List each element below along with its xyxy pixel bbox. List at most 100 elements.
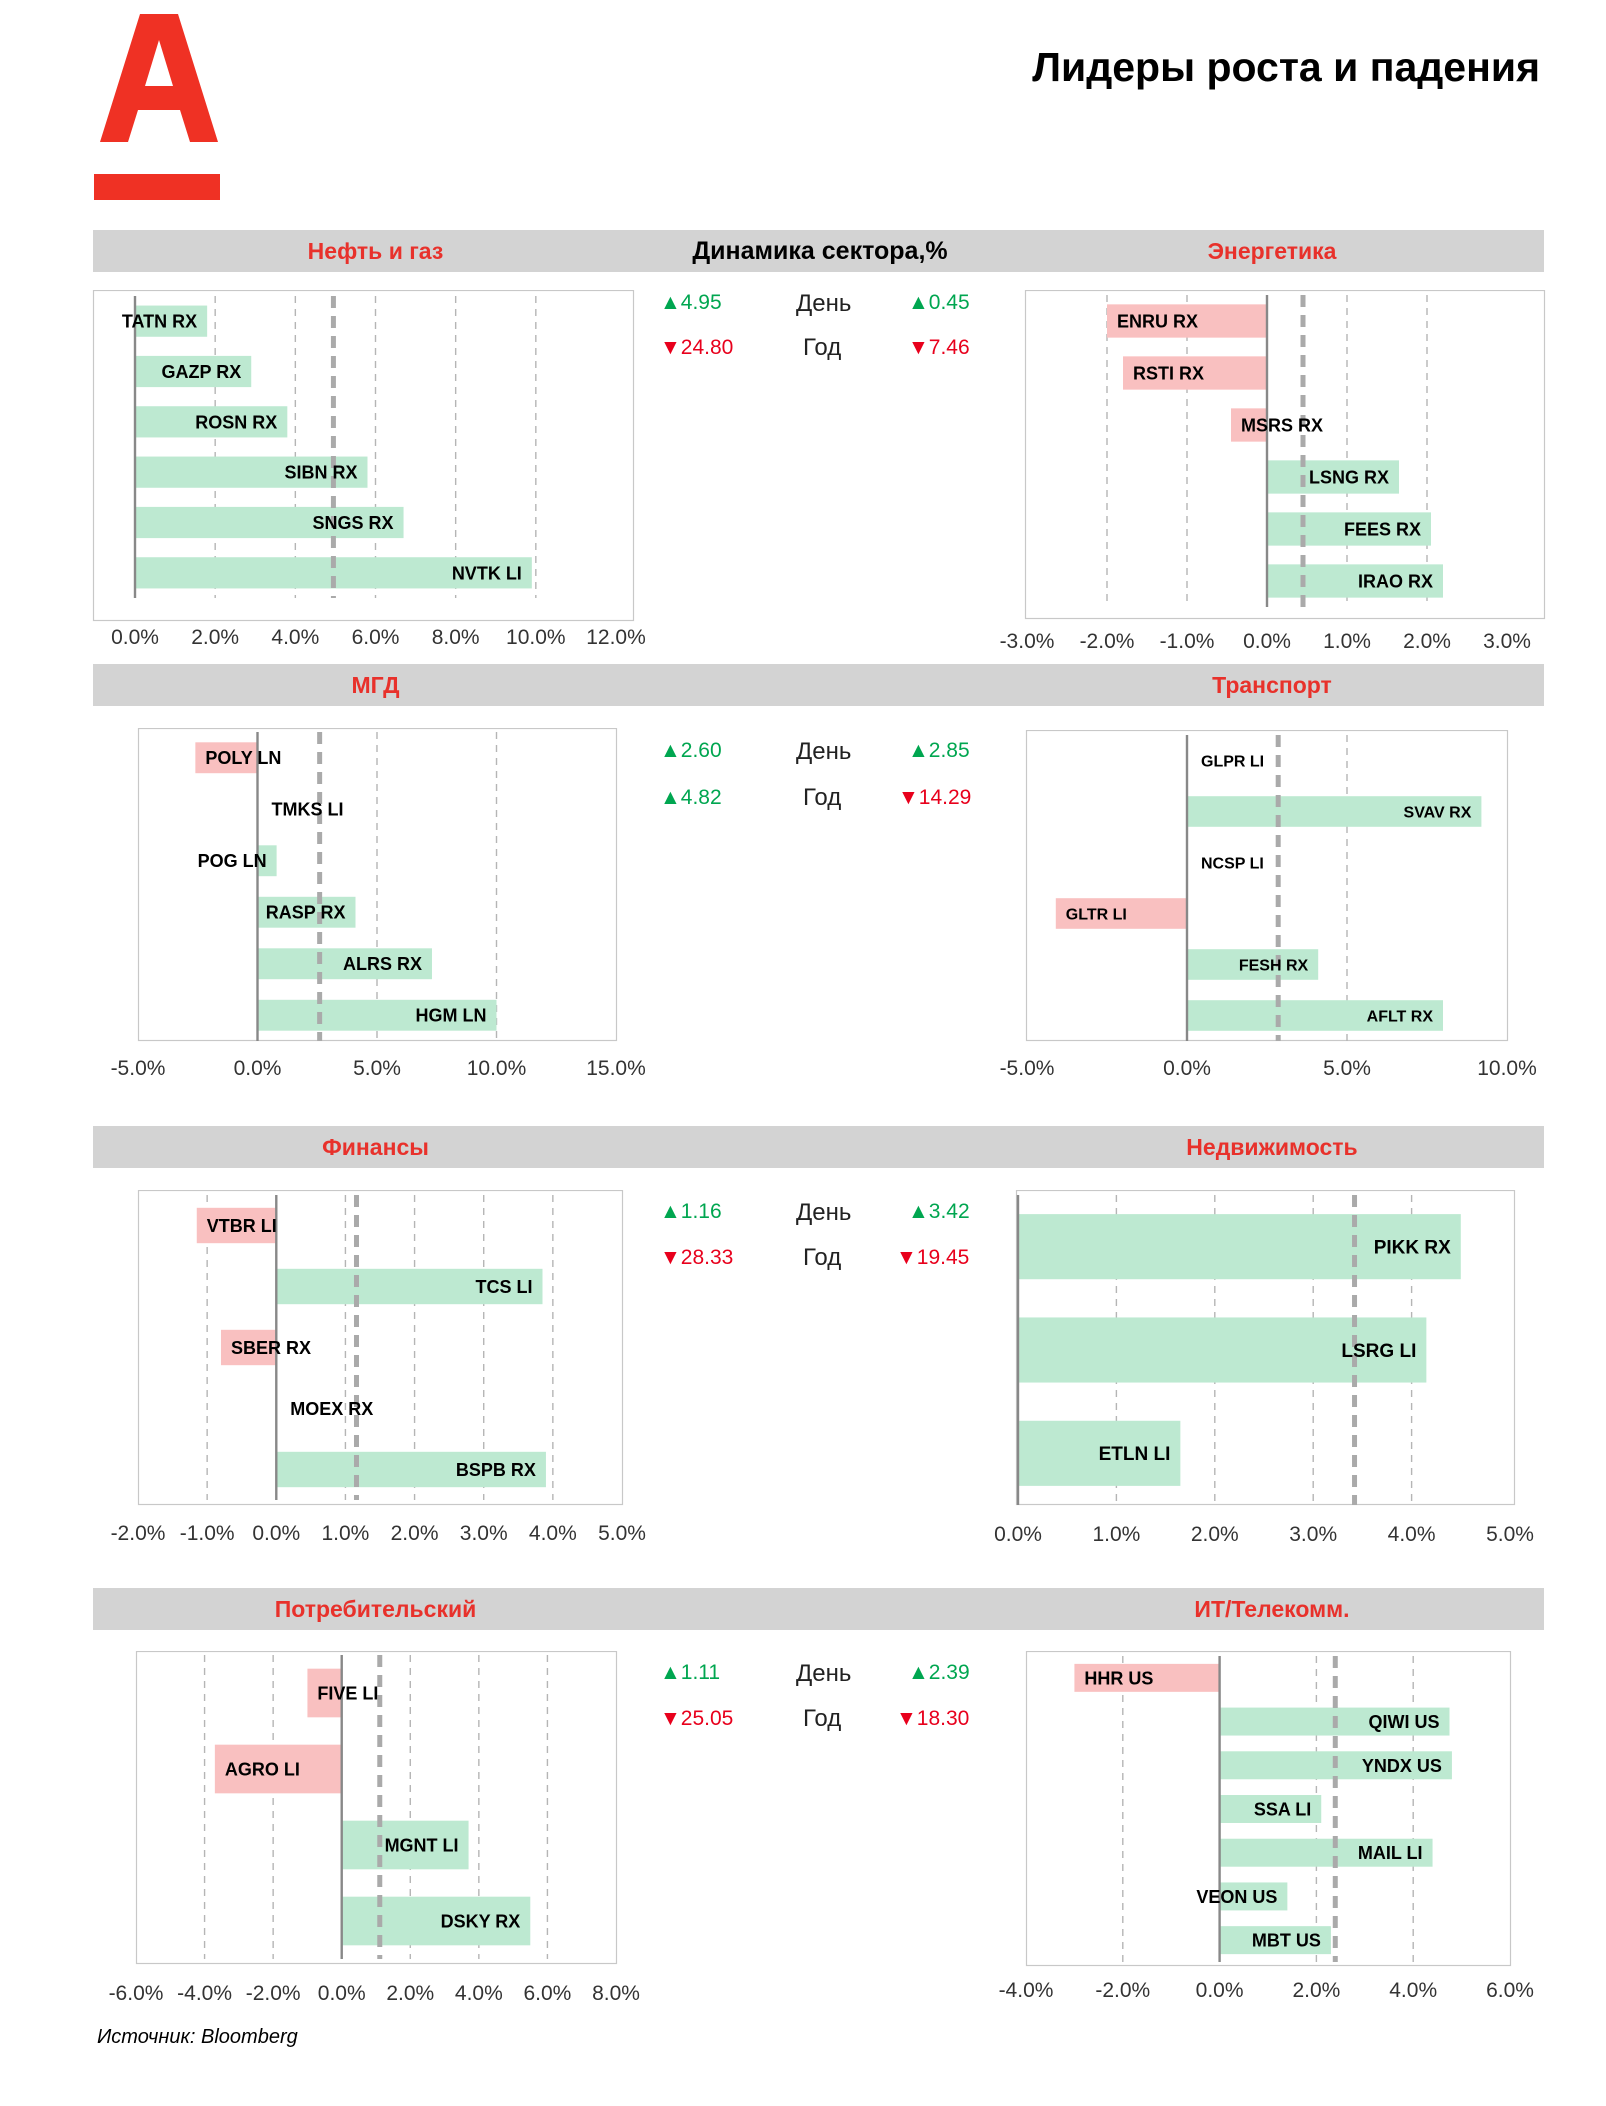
bar-label: MAIL LI (1358, 1843, 1423, 1863)
x-tick-label: -1.0% (1160, 630, 1215, 653)
bar-label: TMKS LI (272, 800, 344, 820)
bar-mgnt-li (341, 1820, 469, 1870)
stat-day-consumer: ▲1.11 (660, 1661, 721, 1684)
x-tick-label: -2.0% (111, 1522, 166, 1545)
sector-title-transport: Транспорт (1212, 672, 1332, 698)
stat-year-transport: ▼14.29 (898, 786, 972, 809)
stat-day-realestate: ▲3.42 (908, 1200, 970, 1223)
stat-year-oil-gas: ▼24.80 (660, 336, 734, 359)
change-arrow-icon: ▲ (908, 1200, 929, 1223)
sector-title-it-telecom: ИТ/Телекомм. (1194, 1596, 1350, 1622)
x-tick-label: 15.0% (586, 1057, 646, 1080)
bar-sibn-rx (135, 456, 368, 488)
bar-gazp-rx (135, 355, 252, 388)
stat-year-energy: ▼7.46 (908, 336, 970, 359)
x-tick-label: 2.0% (391, 1522, 439, 1545)
bar-mail-li (1219, 1838, 1433, 1867)
label-year: Год (803, 1244, 842, 1271)
x-tick-label: 2.0% (1403, 630, 1451, 653)
chart-finance: VTBR LI TCS LI SBER RX MOEX RX BSPB RX -2.0% -… (78, 1190, 682, 1560)
x-tick-label: 5.0% (598, 1522, 646, 1545)
x-tick-label: 2.0% (1292, 1979, 1340, 2002)
change-arrow-icon: ▼ (660, 336, 681, 359)
bar-label: ETLN LI (1099, 1444, 1171, 1465)
stat-year-metals: ▲4.82 (660, 786, 722, 809)
x-tick-label: -4.0% (177, 1982, 232, 2005)
bar-fees-rx (1267, 512, 1431, 546)
change-arrow-icon: ▲ (660, 739, 681, 762)
x-tick-label: 5.0% (353, 1057, 401, 1080)
bar-label: FIVE LI (317, 1683, 378, 1703)
change-arrow-icon: ▲ (660, 786, 681, 809)
label-year: Год (803, 1705, 842, 1732)
bar-pog-ln (257, 845, 277, 877)
sector-title-oil-gas: Нефть и газ (307, 238, 444, 264)
bar-label: SNGS RX (313, 513, 394, 533)
x-tick-label: 2.0% (386, 1982, 434, 2005)
bar-label: VEON US (1196, 1887, 1277, 1907)
bar-label: FESH RX (1239, 957, 1309, 974)
stat-day-finance: ▲1.16 (660, 1200, 722, 1223)
label-year: Год (803, 784, 842, 811)
bar-irao-rx (1267, 564, 1443, 598)
bar-label: MSRS RX (1241, 415, 1323, 435)
bar-label: SBER RX (231, 1338, 311, 1358)
x-tick-label: -2.0% (246, 1982, 301, 2005)
bar-tcs-li (276, 1268, 543, 1305)
label-day: День (796, 1199, 852, 1226)
band-row-4 (93, 1588, 1544, 1630)
x-tick-label: 5.0% (1323, 1057, 1371, 1080)
bar-rosn-rx (135, 406, 288, 438)
change-arrow-icon: ▼ (660, 1707, 681, 1730)
plot-frame (137, 728, 618, 1042)
bar-label: QIWI US (1369, 1712, 1440, 1732)
label-year: Год (803, 334, 842, 361)
bar-label: ENRU RX (1117, 311, 1198, 331)
bar-label: FEES RX (1344, 519, 1421, 539)
x-tick-label: -4.0% (999, 1979, 1054, 2002)
x-tick-label: 1.0% (321, 1522, 369, 1545)
bar-enru-rx (1107, 304, 1267, 338)
bar-label: PIKK RX (1374, 1238, 1451, 1259)
x-tick-label: 0.0% (252, 1522, 300, 1545)
plot-frame (137, 1190, 624, 1506)
x-tick-label: 4.0% (271, 626, 319, 649)
bar-aflt-rx (1187, 1000, 1443, 1031)
chart-realestate: PIKK RX LSRG LI ETLN LI 0.0% 1.0% 2.0% 3.0% 4.0… (956, 1190, 1574, 1561)
bar-alrs-rx (257, 948, 432, 980)
bar-gltr-li (1055, 898, 1187, 929)
bar-label: AFLT RX (1367, 1008, 1434, 1025)
bar-bspb-rx (276, 1451, 546, 1488)
bar-label: RSTI RX (1133, 363, 1204, 383)
sector-title-energy: Энергетика (1207, 238, 1337, 264)
bar-five-li (307, 1668, 342, 1718)
x-tick-label: 10.0% (467, 1057, 527, 1080)
change-arrow-icon: ▲ (660, 1661, 681, 1684)
x-tick-label: 6.0% (352, 626, 400, 649)
chart-metals: POLY LN TMKS LI POG LN RASP RX ALRS RX HGM LN… (78, 728, 676, 1095)
chart-it-telecom: HHR US QIWI US YNDX US SSA LI MAIL LI VEON US… (966, 1651, 1570, 2017)
x-tick-label: 10.0% (1477, 1057, 1537, 1080)
bar-hgm-ln (257, 999, 497, 1031)
stat-year-it-telecom: ▼18.30 (896, 1707, 970, 1730)
bar-label: MGNT LI (385, 1835, 459, 1855)
x-tick-label: 1.0% (1092, 1523, 1140, 1546)
bar-label: GLPR LI (1201, 753, 1264, 770)
alfa-bank-logo (94, 14, 220, 200)
bar-tatn-rx (135, 305, 208, 337)
label-day: День (796, 738, 852, 765)
bar-mbt-us (1219, 1926, 1331, 1955)
bar-label: SSA LI (1254, 1799, 1311, 1819)
bar-label: BSPB RX (456, 1460, 536, 1480)
stat-day-metals: ▲2.60 (660, 739, 722, 762)
chart-oil-gas: TATN RX GAZP RX ROSN RX SIBN RX SNGS RX NVTK … (33, 290, 693, 664)
bar-rsti-rx (1123, 356, 1267, 390)
bar-label: AGRO LI (225, 1759, 300, 1779)
bar-sber-rx (220, 1329, 277, 1366)
plot-frame (92, 290, 635, 622)
bar-label: DSKY RX (441, 1911, 521, 1931)
x-tick-label: 0.0% (1163, 1057, 1211, 1080)
bar-label: HHR US (1084, 1668, 1153, 1688)
bar-label: LSNG RX (1309, 467, 1389, 487)
bar-poly-ln (195, 742, 258, 774)
